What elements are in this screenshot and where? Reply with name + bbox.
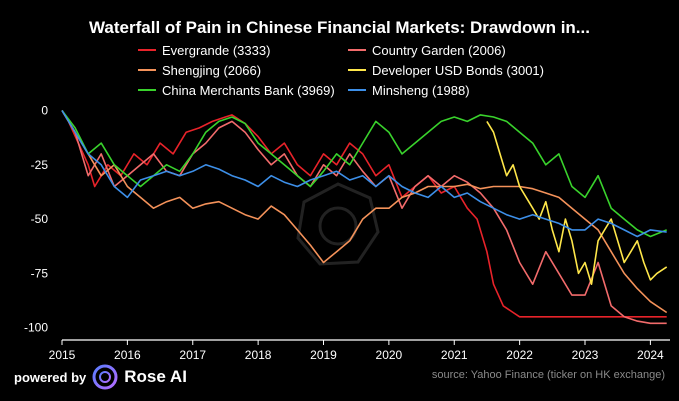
series-line bbox=[61, 110, 667, 318]
source-note: source: Yahoo Finance (ticker on HK exch… bbox=[431, 369, 665, 381]
x-tick-label: 2022 bbox=[506, 348, 533, 362]
y-tick-label: 0 bbox=[41, 104, 48, 118]
legend-entry: China Merchants Bank (3969) bbox=[162, 83, 335, 98]
legend-entry: Shengjing (2066) bbox=[162, 63, 261, 78]
series-line bbox=[61, 110, 668, 314]
legend-entry: Minsheng (1988) bbox=[372, 83, 470, 98]
legend-entry: Country Garden (2006) bbox=[372, 43, 506, 58]
series-line bbox=[61, 110, 667, 238]
x-tick-label: 2016 bbox=[114, 348, 141, 362]
x-tick-label: 2017 bbox=[179, 348, 206, 362]
watermark-logo bbox=[296, 182, 380, 266]
powered-by-label: powered by bbox=[14, 369, 87, 385]
x-tick-label: 2020 bbox=[376, 348, 403, 362]
y-tick-label: -25 bbox=[31, 158, 49, 172]
series-line bbox=[61, 110, 668, 238]
series-line bbox=[61, 110, 667, 325]
rose-ai-logo-icon bbox=[92, 364, 118, 390]
series-line bbox=[486, 120, 668, 285]
y-tick-label: -100 bbox=[24, 321, 48, 335]
x-tick-label: 2019 bbox=[310, 348, 337, 362]
x-tick-label: 2015 bbox=[49, 348, 76, 362]
x-tick-label: 2021 bbox=[441, 348, 468, 362]
chart-title: Waterfall of Pain in Chinese Financial M… bbox=[89, 18, 590, 37]
x-tick-label: 2024 bbox=[637, 348, 664, 362]
y-tick-label: -75 bbox=[31, 266, 49, 280]
x-tick-label: 2018 bbox=[245, 348, 272, 362]
x-tick-label: 2023 bbox=[572, 348, 599, 362]
legend-entry: Evergrande (3333) bbox=[162, 43, 270, 58]
y-tick-label: -50 bbox=[31, 212, 49, 226]
powered-by: powered by Rose AI bbox=[14, 364, 187, 390]
legend-entry: Developer USD Bonds (3001) bbox=[372, 63, 544, 78]
brand-name: Rose AI bbox=[124, 367, 187, 386]
